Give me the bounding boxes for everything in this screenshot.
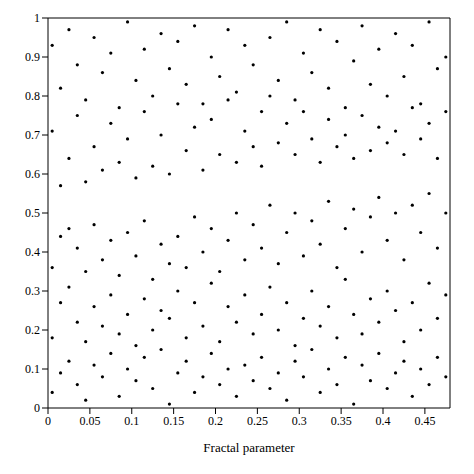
- svg-text:0.2: 0.2: [208, 414, 223, 428]
- svg-text:0.1: 0.1: [124, 414, 139, 428]
- svg-text:Fractal parameter: Fractal parameter: [203, 440, 295, 455]
- svg-text:0.45: 0.45: [414, 414, 435, 428]
- svg-text:0.7: 0.7: [25, 128, 40, 142]
- svg-text:0.15: 0.15: [163, 414, 184, 428]
- svg-text:0.3: 0.3: [25, 284, 40, 298]
- svg-text:0.25: 0.25: [247, 414, 268, 428]
- svg-text:0: 0: [34, 401, 40, 415]
- svg-text:0.8: 0.8: [25, 89, 40, 103]
- svg-text:0.2: 0.2: [25, 323, 40, 337]
- svg-text:0.5: 0.5: [25, 206, 40, 220]
- svg-text:0.3: 0.3: [292, 414, 307, 428]
- svg-text:0.9: 0.9: [25, 50, 40, 64]
- svg-text:0.6: 0.6: [25, 167, 40, 181]
- svg-text:0.4: 0.4: [25, 245, 40, 259]
- svg-text:0.05: 0.05: [79, 414, 100, 428]
- svg-text:1: 1: [34, 11, 40, 25]
- svg-text:0: 0: [45, 414, 51, 428]
- svg-text:0.1: 0.1: [25, 362, 40, 376]
- svg-text:0.35: 0.35: [331, 414, 352, 428]
- svg-text:0.4: 0.4: [376, 414, 391, 428]
